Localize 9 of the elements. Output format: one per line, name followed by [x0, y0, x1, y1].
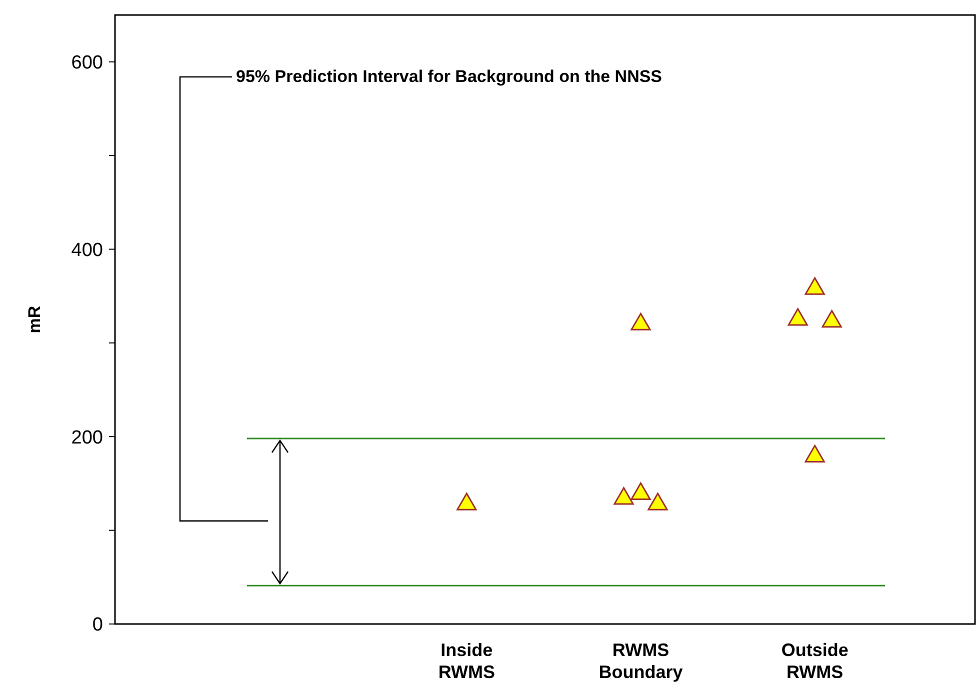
- x-tick-label: RWMS Boundary: [598, 640, 683, 682]
- y-tick-label: 0: [92, 614, 103, 636]
- x-tick-label: Outside RWMS: [781, 640, 848, 682]
- x-tick-label: Inside RWMS: [438, 640, 495, 682]
- y-tick-label: 600: [71, 52, 103, 74]
- y-axis-title: mR: [25, 306, 44, 334]
- y-tick-label: 200: [71, 427, 103, 448]
- y-tick-label: 400: [71, 240, 103, 261]
- annotation: 95% Prediction Interval for Background on the NNSS: [236, 66, 662, 86]
